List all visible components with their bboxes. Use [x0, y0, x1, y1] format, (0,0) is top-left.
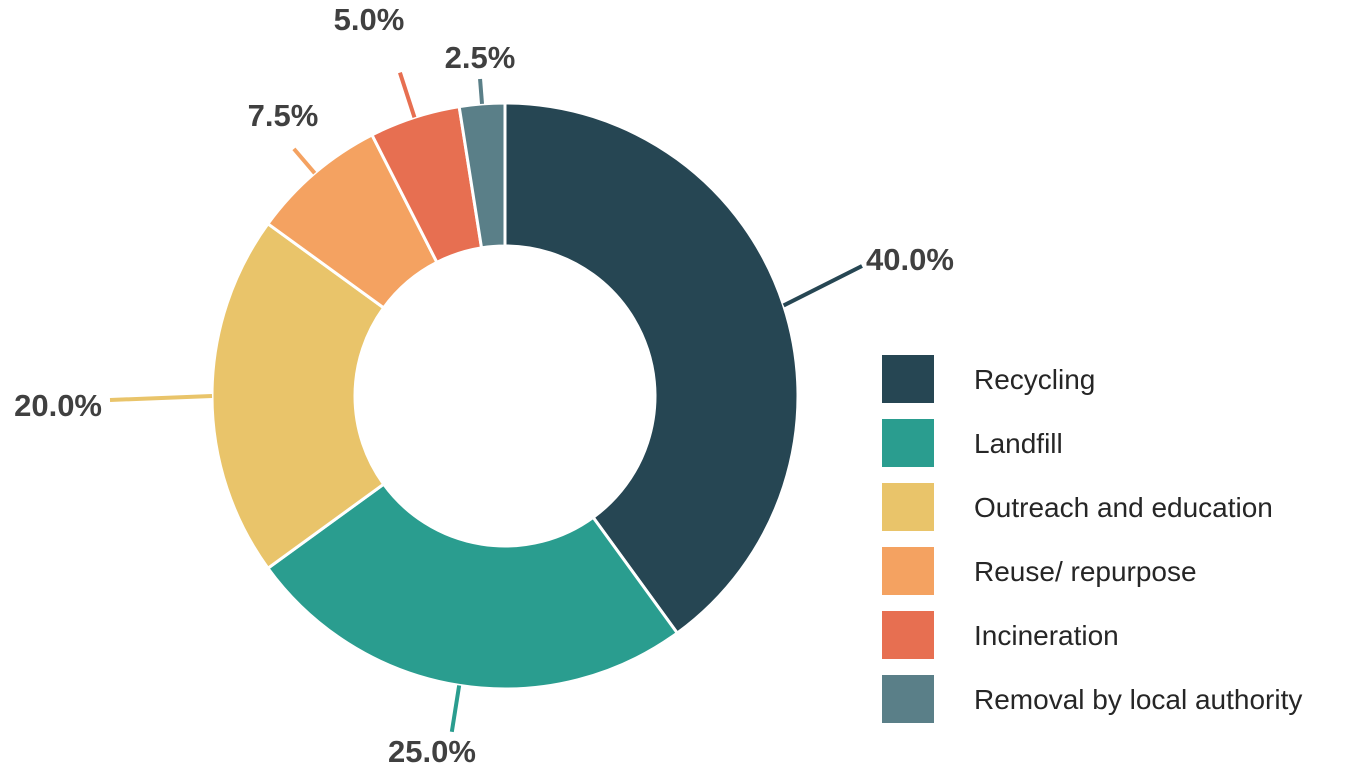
- leader-line: [109, 394, 213, 402]
- slice-removal-by-local-authority: [457, 101, 507, 250]
- data-label: 5.0%: [334, 2, 405, 37]
- legend-swatch: [882, 547, 934, 595]
- legend-label: Removal by local authority: [974, 684, 1302, 715]
- leader-line: [292, 147, 317, 175]
- leader-line: [398, 72, 417, 118]
- data-label: 7.5%: [248, 98, 319, 133]
- data-label: 20.0%: [14, 388, 102, 423]
- legend-swatch: [882, 611, 934, 659]
- legend-label: Incineration: [974, 620, 1119, 651]
- legend-swatch: [882, 675, 934, 723]
- slice-outreach-and-education: [210, 221, 386, 571]
- legend-label: Outreach and education: [974, 492, 1273, 523]
- chart-data-labels: 40.0% 25.0% 20.0% 7.5% 5.0% 2.5%: [14, 2, 954, 767]
- data-label: 40.0%: [866, 242, 954, 277]
- legend-label: Recycling: [974, 364, 1095, 395]
- slice-landfill: [265, 482, 680, 691]
- slice-recycling: [503, 101, 800, 636]
- chart-legend: Recycling Landfill Outreach and education R…: [882, 355, 1302, 723]
- leader-line: [449, 685, 462, 733]
- legend-swatch: [882, 483, 934, 531]
- legend-swatch: [882, 419, 934, 467]
- chart-slices: [210, 101, 800, 691]
- legend-label: Landfill: [974, 428, 1063, 459]
- data-label: 25.0%: [388, 734, 476, 767]
- data-label: 2.5%: [445, 40, 516, 75]
- leader-line: [478, 78, 485, 105]
- legend-label: Reuse/ repurpose: [974, 556, 1197, 587]
- legend-swatch: [882, 355, 934, 403]
- chart-leader-lines: [109, 72, 863, 733]
- leader-line: [782, 264, 863, 308]
